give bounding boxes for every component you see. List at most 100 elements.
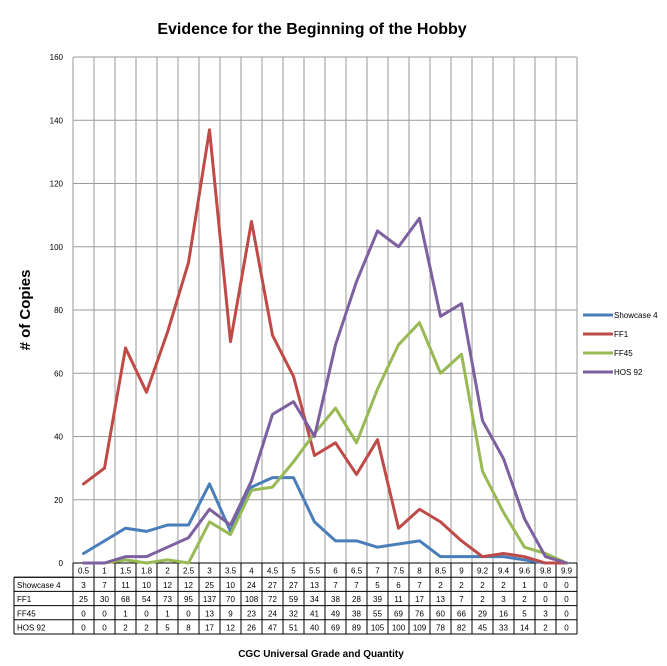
table-cell-value: 17	[205, 624, 214, 633]
chart-title: Evidence for the Beginning of the Hobby	[157, 21, 466, 38]
series-line-ff1	[82, 128, 568, 565]
x-axis-label: CGC Universal Grade and Quantity	[238, 649, 404, 660]
table-cell-value: 25	[79, 595, 88, 604]
x-tick-label: 1	[102, 567, 107, 576]
table-cell-value: 27	[289, 581, 298, 590]
table-cell-value: 24	[268, 609, 277, 618]
x-tick-label: 9	[459, 567, 464, 576]
table-cell-value: 70	[226, 595, 235, 604]
x-tick-label: 6	[333, 567, 338, 576]
x-tick-label: 1.8	[141, 567, 153, 576]
table-cell-value: 25	[205, 581, 214, 590]
x-tick-label: 8.5	[435, 567, 447, 576]
table-cell-value: 1	[522, 581, 527, 590]
legend-label: Showcase 4	[614, 311, 658, 320]
x-tick-label: 0.5	[78, 567, 90, 576]
x-tick-label: 7.5	[393, 567, 405, 576]
y-tick-label: 80	[54, 306, 63, 315]
table-cell-value: 2	[480, 581, 485, 590]
x-tick-label: 3.5	[225, 567, 237, 576]
x-tick-label: 9.6	[519, 567, 531, 576]
table-cell-value: 0	[81, 609, 86, 618]
series-layer	[82, 128, 568, 565]
table-cell-value: 34	[310, 595, 319, 604]
table-cell-value: 12	[163, 581, 172, 590]
table-cell-value: 7	[459, 595, 464, 604]
data-table: 0.5 1 1.5 1.8 2 2.5 3 3.5 4 4.5 5 5.5 6 6.5 7 7.5 8 8.5 9 9…	[13, 562, 578, 635]
table-cell-value: 68	[121, 595, 130, 604]
table-cell-value: 69	[331, 624, 340, 633]
table-cell-value: 10	[226, 581, 235, 590]
x-tick-label: 5	[291, 567, 296, 576]
y-axis-label: # of Copies	[17, 270, 34, 351]
table-cell-value: 0	[186, 609, 191, 618]
table-cell-value: 2	[480, 595, 485, 604]
table-cell-value: 7	[102, 581, 107, 590]
table-cell-value: 0	[564, 624, 569, 633]
table-cell-value: 0	[144, 609, 149, 618]
table-cell-value: 1	[165, 609, 170, 618]
table-cell-value: 2	[501, 581, 506, 590]
table-cell-value: 5	[375, 581, 380, 590]
table-cell-value: 2	[522, 595, 527, 604]
y-tick-label: 20	[54, 496, 63, 505]
table-cell-value: 27	[268, 581, 277, 590]
table-cell-value: 105	[371, 624, 385, 633]
table-cell-value: 95	[184, 595, 193, 604]
y-tick-label: 100	[50, 243, 64, 252]
table-cell-value: 16	[499, 609, 508, 618]
x-tick-label: 3	[207, 567, 212, 576]
table-cell-value: 8	[186, 624, 191, 633]
table-cell-value: 72	[268, 595, 277, 604]
table-cell-value: 13	[310, 581, 319, 590]
table-cell-value: 51	[289, 624, 298, 633]
table-cell-value: 28	[352, 595, 361, 604]
table-cell-value: 0	[543, 595, 548, 604]
table-series-name: HOS 92	[17, 624, 46, 633]
table-cell-value: 39	[373, 595, 382, 604]
table-cell-value: 2	[543, 624, 548, 633]
table-cell-value: 137	[203, 595, 217, 604]
table-cell-value: 76	[415, 609, 424, 618]
table-cell-value: 41	[310, 609, 319, 618]
table-cell-value: 109	[413, 624, 427, 633]
table-series-name: Showcase 4	[17, 581, 61, 590]
table-cell-value: 11	[394, 595, 403, 604]
table-cell-value: 0	[81, 624, 86, 633]
table-cell-value: 29	[478, 609, 487, 618]
table-cell-value: 49	[331, 609, 340, 618]
y-tick-label: 160	[50, 53, 64, 62]
table-cell-value: 9	[228, 609, 233, 618]
table-cell-value: 2	[123, 624, 128, 633]
table-cell-value: 30	[100, 595, 109, 604]
table-cell-value: 69	[394, 609, 403, 618]
table-cell-value: 12	[184, 581, 193, 590]
table-cell-value: 38	[331, 595, 340, 604]
table-cell-value: 12	[226, 624, 235, 633]
x-tick-label: 9.8	[540, 567, 552, 576]
table-cell-value: 0	[564, 595, 569, 604]
table-cell-value: 26	[247, 624, 256, 633]
series-line-hos-92	[82, 216, 568, 565]
table-cell-value: 2	[144, 624, 149, 633]
table-cell-value: 47	[268, 624, 277, 633]
table-cell-value: 7	[333, 581, 338, 590]
x-tick-label: 6.5	[351, 567, 363, 576]
x-tick-label: 2	[165, 567, 170, 576]
table-cell-value: 55	[373, 609, 382, 618]
legend: Showcase 4 FF1 FF45 HOS 92	[583, 311, 658, 377]
y-tick-label: 40	[54, 433, 63, 442]
table-cell-value: 0	[102, 624, 107, 633]
table-cell-value: 13	[436, 595, 445, 604]
table-cell-value: 0	[102, 609, 107, 618]
table-cell-value: 0	[564, 609, 569, 618]
table-cell-value: 33	[499, 624, 508, 633]
table-series-name: FF1	[17, 595, 32, 604]
table-cell-value: 14	[520, 624, 529, 633]
table-series-name: FF45	[17, 609, 36, 618]
table-cell-value: 11	[121, 581, 130, 590]
table-cell-value: 78	[436, 624, 445, 633]
table-cell-value: 5	[522, 609, 527, 618]
table-cell-value: 60	[436, 609, 445, 618]
